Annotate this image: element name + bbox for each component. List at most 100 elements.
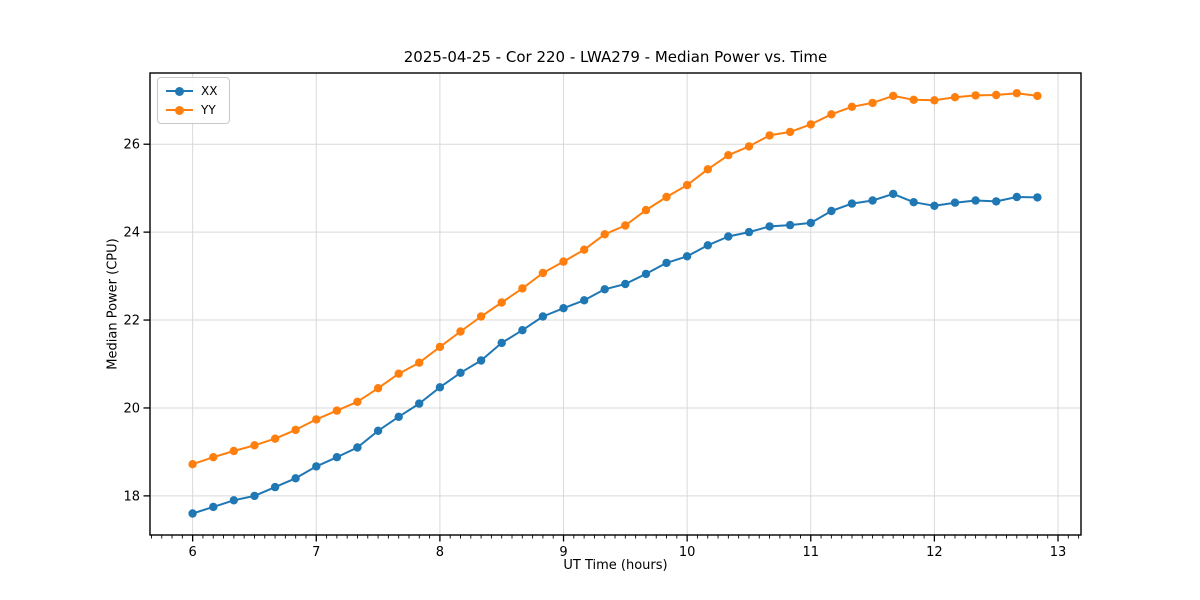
legend-label-yy: YY: [201, 103, 216, 117]
series-YY-marker: [950, 93, 960, 102]
series-YY-marker: [538, 268, 548, 278]
series-XX-marker: [250, 491, 259, 501]
series-XX-marker: [373, 426, 383, 435]
series-XX-marker: [785, 220, 795, 230]
series-YY-marker: [435, 342, 445, 352]
series-YY-marker: [1012, 89, 1021, 98]
series-YY-marker: [456, 327, 465, 336]
series-YY-marker: [847, 102, 857, 112]
series-YY-marker: [889, 91, 898, 101]
y-tick-label-26: 26: [123, 138, 140, 153]
legend-entry-xx: XX: [166, 84, 217, 98]
series-YY-marker: [394, 369, 403, 378]
series-YY-marker: [270, 434, 280, 443]
series-YY-marker: [188, 460, 197, 469]
series-XX-marker: [291, 474, 300, 483]
axes-frame: [149, 72, 1082, 536]
y-tick-label-22: 22: [123, 314, 140, 329]
series-YY-marker: [909, 95, 918, 105]
series-XX-marker: [209, 502, 218, 512]
series-XX-marker: [806, 218, 815, 228]
series-YY-marker: [497, 298, 506, 307]
series-YY-marker: [724, 151, 733, 160]
series-XX-marker: [703, 241, 712, 250]
series-YY-marker: [476, 312, 486, 321]
series-XX-marker: [435, 383, 445, 392]
series-YY-marker: [600, 230, 609, 239]
yy-line-marker-icon: [166, 104, 193, 116]
series-YY-marker: [209, 453, 218, 462]
series-XX-marker: [394, 412, 403, 421]
series-YY-marker: [827, 110, 836, 119]
series-XX-marker: [641, 269, 651, 279]
series-YY-line: [192, 92, 1038, 466]
y-axis-label: Median Power (CPU): [105, 238, 121, 370]
series-XX-marker: [724, 232, 733, 241]
series-XX-marker: [188, 509, 197, 518]
xx-line-marker-icon: [166, 85, 193, 97]
series-YY-marker: [1033, 91, 1042, 101]
x-tick-label-9: 9: [559, 545, 567, 560]
x-tick-label-7: 7: [312, 545, 320, 560]
legend: XX YY: [157, 77, 231, 124]
series-XX-marker: [518, 326, 527, 335]
series-YY-marker: [518, 284, 527, 293]
series-YY-marker: [992, 90, 1001, 100]
series-YY-marker: [559, 257, 568, 266]
series-XX-marker: [950, 198, 960, 207]
series-XX-marker: [682, 252, 692, 261]
series-YY-marker: [621, 221, 630, 230]
series-YY-marker: [332, 406, 342, 415]
series-XX-marker: [621, 279, 630, 289]
series-YY-marker: [703, 165, 712, 174]
x-tick-label-6: 6: [189, 545, 197, 560]
series-XX-marker: [476, 356, 486, 365]
series-YY-marker: [641, 205, 651, 215]
series-XX-marker: [909, 198, 918, 207]
series-YY-marker: [373, 384, 383, 393]
series-XX-marker: [1033, 193, 1042, 202]
series-XX-marker: [353, 443, 362, 452]
series-XX-marker: [497, 338, 506, 348]
series-YY-marker: [868, 98, 877, 108]
series-YY-marker: [930, 96, 939, 105]
series-XX-marker: [415, 399, 424, 408]
series-YY-marker: [229, 446, 238, 456]
series-YY-marker: [971, 91, 980, 100]
x-axis-label: UT Time (hours): [563, 558, 668, 573]
series-XX-marker: [744, 227, 754, 237]
series-YY-marker: [415, 358, 424, 367]
series-XX-marker: [930, 201, 939, 210]
x-tick-label-13: 13: [1050, 545, 1067, 560]
y-tick-label-18: 18: [123, 489, 140, 504]
series-XX-marker: [229, 496, 238, 505]
series-YY-marker: [806, 120, 815, 129]
series-XX-marker: [765, 222, 774, 231]
y-tick-label-20: 20: [123, 401, 140, 416]
series-XX-marker: [1012, 192, 1021, 202]
series-YY-marker: [312, 415, 321, 424]
series-YY-marker: [580, 245, 589, 254]
series-XX-marker: [662, 258, 671, 268]
series-XX-marker: [889, 189, 898, 199]
series-XX-marker: [992, 197, 1001, 206]
series-YY-marker: [785, 127, 795, 137]
y-tick-label-24: 24: [123, 226, 140, 241]
series-YY-marker: [291, 425, 300, 435]
series-XX-marker: [580, 296, 589, 305]
series-XX-marker: [559, 304, 568, 313]
series-XX-marker: [847, 199, 857, 208]
series-YY-marker: [682, 180, 692, 190]
series-YY-marker: [744, 142, 754, 151]
series-YY-marker: [353, 397, 362, 406]
x-tick-label-8: 8: [436, 545, 444, 560]
series-XX-marker: [600, 285, 609, 294]
series-XX-marker: [538, 312, 548, 321]
series-YY-marker: [765, 131, 774, 140]
x-tick-label-10: 10: [679, 545, 696, 560]
series-XX-marker: [312, 462, 321, 471]
series-XX-marker: [332, 453, 342, 462]
chart-title: 2025-04-25 - Cor 220 - LWA279 - Median P…: [403, 48, 828, 66]
